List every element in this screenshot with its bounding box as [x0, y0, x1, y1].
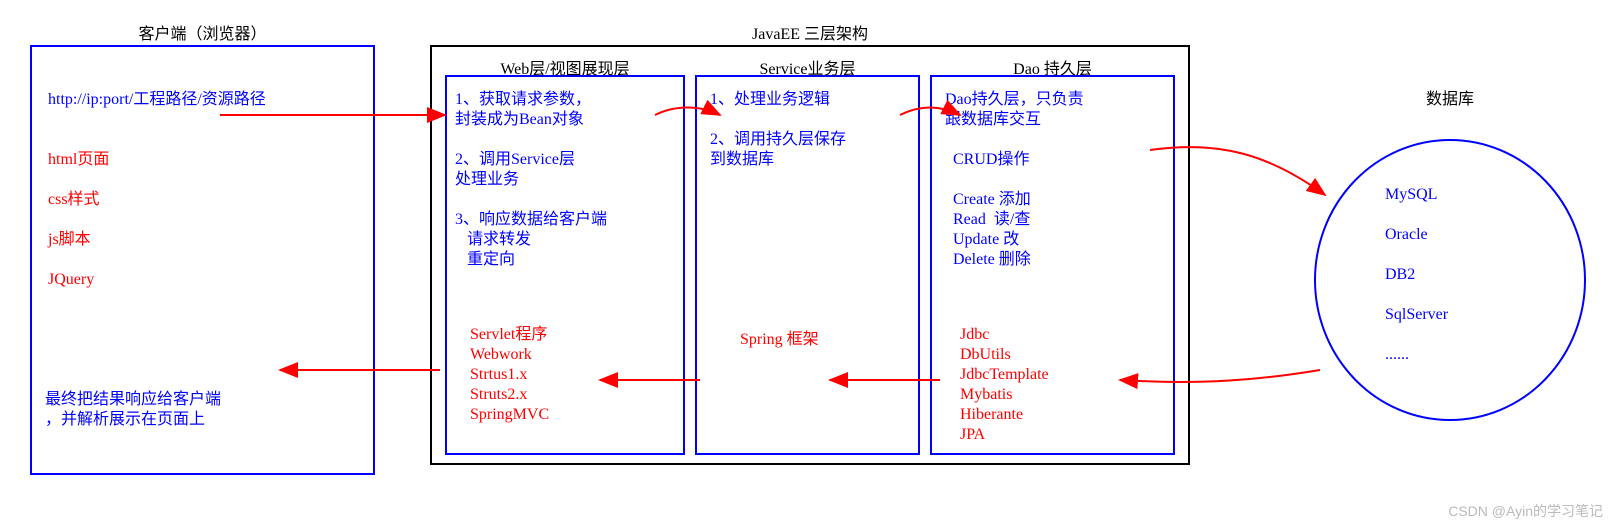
database-items: MySQL Oracle DB2 SqlServer ......	[1385, 185, 1448, 365]
client-title: 客户端（浏览器）	[30, 20, 375, 44]
client-item-2: js脚本	[48, 230, 91, 250]
client-item-0: html页面	[48, 150, 109, 170]
database-title: 数据库	[1350, 85, 1550, 109]
client-footer: 最终把结果响应给客户端 ，并解析展示在页面上	[45, 390, 221, 430]
client-item-1: css样式	[48, 190, 100, 210]
web-layer-tech: Servlet程序 Webwork Strtus1.x Struts2.x Sp…	[470, 325, 549, 425]
watermark: CSDN @Ayin的学习笔记	[1448, 501, 1603, 521]
web-layer-title: Web层/视图展现层	[445, 55, 685, 79]
client-url: http://ip:port/工程路径/资源路径	[48, 90, 266, 110]
client-item-3: JQuery	[48, 270, 94, 290]
dao-layer-tech: Jdbc DbUtils JdbcTemplate Mybatis Hibera…	[960, 325, 1049, 445]
service-layer-body: 1、处理业务逻辑 2、调用持久层保存 到数据库	[710, 90, 846, 170]
dao-layer-title: Dao 持久层	[930, 55, 1175, 79]
service-layer-tech: Spring 框架	[740, 330, 819, 350]
dao-layer-body: Dao持久层，只负责 跟数据库交互 CRUD操作 Create 添加 Read …	[945, 90, 1084, 270]
service-layer-title: Service业务层	[695, 55, 920, 79]
web-layer-body: 1、获取请求参数， 封装成为Bean对象 2、调用Service层 处理业务 3…	[455, 90, 607, 270]
database-ellipse	[1315, 140, 1585, 420]
javaee-title: JavaEE 三层架构	[430, 20, 1190, 44]
